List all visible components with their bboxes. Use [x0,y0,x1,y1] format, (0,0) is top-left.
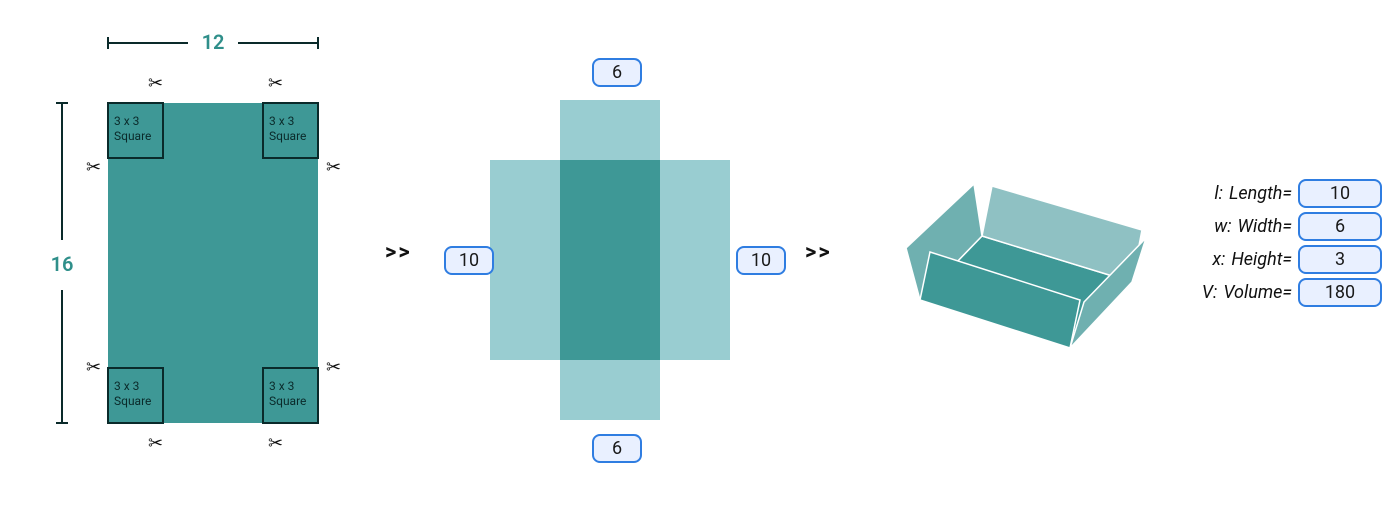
panel-3dbox [870,120,1170,380]
panel-sheet: 12 16 3 x 3 Square [40,25,360,495]
result-value: 6 [1298,212,1382,241]
result-name: Height= [1231,249,1292,270]
net-left-value: 10 [444,246,494,275]
left-dimension: 16 [51,103,74,423]
top-dimension: 12 [108,30,318,54]
scissors-icon: ✂ [86,357,101,378]
result-value: 180 [1298,278,1382,307]
result-symbol: V: [1202,282,1217,303]
net-bottom-value: 6 [592,434,642,463]
result-row-width: w: Width= 6 [1202,212,1382,241]
svg-text:Square: Square [269,394,306,408]
svg-text:Square: Square [269,129,306,143]
result-name: Volume= [1223,282,1292,303]
box3d-svg [870,120,1170,380]
scissors-icon: ✂ [86,157,101,178]
net-right-value: 10 [736,246,786,275]
panel-net: 6 6 10 10 [440,40,780,490]
scissors-icon: ✂ [326,357,341,378]
svg-text:3 x 3: 3 x 3 [269,379,294,393]
scissors-icon: ✂ [326,157,341,178]
result-name: Width= [1238,216,1292,237]
sheet-rect [108,103,318,423]
result-symbol: w: [1214,216,1231,237]
svg-text:Square: Square [114,129,151,143]
scissors-icon: ✂ [268,433,283,454]
arrow-1: >> [385,240,412,265]
result-value: 3 [1298,245,1382,274]
svg-text:3 x 3: 3 x 3 [114,379,139,393]
net-top-value: 6 [592,58,642,87]
net-base [560,160,660,360]
arrow-2: >> [805,240,832,265]
svg-text:Square: Square [114,394,151,408]
scissors-icon: ✂ [148,433,163,454]
svg-text:3 x 3: 3 x 3 [114,114,139,128]
result-symbol: l: [1214,183,1223,204]
sheet-svg: 12 16 3 x 3 Square [40,25,360,495]
result-row-height: x: Height= 3 [1202,245,1382,274]
sheet-height-label: 16 [51,252,74,276]
results-table: l: Length= 10 w: Width= 6 x: Height= 3 V… [1202,175,1382,311]
diagram-stage: 12 16 3 x 3 Square [0,0,1400,530]
result-symbol: x: [1212,249,1225,270]
scissors-icon: ✂ [268,73,283,94]
result-value: 10 [1298,179,1382,208]
scissors-icon: ✂ [148,73,163,94]
sheet-width-label: 12 [202,30,225,54]
result-name: Length= [1229,183,1292,204]
result-row-length: l: Length= 10 [1202,179,1382,208]
svg-text:3 x 3: 3 x 3 [269,114,294,128]
result-row-volume: V: Volume= 180 [1202,278,1382,307]
